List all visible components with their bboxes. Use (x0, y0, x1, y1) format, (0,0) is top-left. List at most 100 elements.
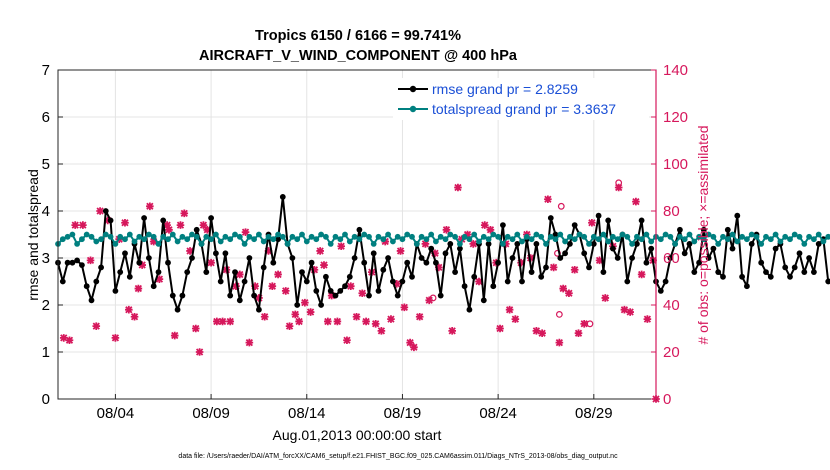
data-point-spread (476, 238, 482, 245)
data-point-rmse (586, 264, 592, 271)
obs-assimilated-glyph (377, 327, 386, 335)
obs-assimilated-glyph (268, 282, 277, 290)
obs-assimilated-marker (310, 265, 319, 274)
obs-assimilated-marker (595, 256, 604, 265)
obs-assimilated-marker (333, 317, 342, 326)
obs-assimilated-glyph (232, 282, 240, 290)
obs-assimilated-glyph (155, 275, 164, 283)
data-point-spread (131, 238, 138, 245)
legend-box (393, 78, 649, 120)
data-point-rmse (428, 245, 435, 252)
obs-assimilated-glyph (442, 226, 451, 234)
data-point-spread (208, 236, 215, 243)
legend: rmse grand pr = 2.8259 totalspread grand… (393, 78, 649, 120)
obs-possible-marker (557, 202, 565, 210)
data-point-rmse (504, 278, 511, 285)
data-point-rmse (724, 226, 731, 233)
obs-assimilated-glyph (454, 183, 462, 192)
data-point-spread (672, 241, 678, 247)
data-point-spread (748, 231, 755, 238)
data-point-spread (236, 233, 243, 240)
data-point-spread (586, 241, 592, 247)
data-point-rmse (720, 273, 726, 280)
obs-assimilated-glyph (121, 218, 129, 227)
data-point-rmse (236, 297, 243, 304)
data-point-spread (155, 241, 162, 247)
obs-assimilated-marker (601, 294, 610, 302)
x-axis-label: Aug.01,2013 00:00:00 start (273, 427, 442, 443)
data-point-rmse (260, 264, 267, 271)
data-point-spread (514, 231, 521, 238)
obs-assimilated-glyph (544, 195, 552, 204)
obs-assimilated-marker (255, 294, 263, 302)
data-point-rmse (528, 269, 535, 275)
x-tick-label: 08/19 (384, 405, 422, 422)
chart-title-line-2: AIRCRAFT_V_WIND_COMPONENT @ 400 hPa (199, 48, 518, 64)
y-tick-label: 7 (42, 62, 50, 79)
data-point-rmse (375, 288, 382, 294)
data-point-spread (404, 231, 411, 238)
y-tick-label: 0 (42, 391, 50, 408)
obs-assimilated-marker (574, 329, 583, 337)
obs-assimilated-glyph (96, 207, 104, 215)
x-tick-label: 08/29 (575, 405, 613, 422)
data-point-rmse (136, 259, 143, 266)
obs-assimilated-glyph (580, 320, 589, 328)
obs-assimilated-glyph (65, 336, 74, 345)
data-point-spread (480, 233, 487, 240)
data-point-rmse (662, 278, 669, 285)
data-point-spread (346, 238, 353, 245)
y-axis-label: rmse and totalspread (25, 169, 41, 301)
data-point-rmse (490, 283, 497, 290)
data-point-spread (729, 231, 736, 238)
obs-assimilated-marker (291, 310, 300, 319)
data-point-rmse (648, 245, 655, 252)
obs-assimilated-glyph (226, 317, 235, 326)
obs-assimilated-glyph (565, 289, 573, 298)
data-point-spread (351, 233, 358, 240)
data-point-rmse (64, 259, 71, 266)
obs-assimilated-marker (186, 247, 194, 255)
obs-assimilated-glyph (595, 256, 604, 265)
data-point-rmse (117, 269, 124, 275)
data-point-spread (423, 236, 430, 243)
obs-assimilated-glyph (396, 247, 405, 255)
data-point-rmse (83, 283, 90, 290)
data-point-rmse (222, 250, 229, 257)
obs-assimilated-marker (96, 207, 104, 215)
obs-assimilated-glyph (186, 247, 194, 255)
obs-assimilated-marker (614, 183, 623, 192)
data-point-rmse (538, 273, 545, 280)
obs-assimilated-marker (377, 327, 386, 335)
obs-assimilated-marker (352, 312, 361, 321)
obs-assimilated-glyph (245, 338, 254, 347)
obs-assimilated-marker (346, 282, 355, 290)
obs-assimilated-glyph (469, 240, 478, 248)
y2-tick-label: 40 (663, 297, 680, 314)
data-point-rmse (557, 255, 564, 261)
obs-assimilated-glyph (620, 305, 629, 314)
data-point-rmse (571, 222, 578, 229)
data-point-spread (643, 231, 650, 238)
obs-assimilated-marker (92, 322, 101, 330)
data-point-spread (758, 241, 765, 247)
data-point-spread (184, 236, 191, 243)
data-point-rmse (141, 215, 148, 221)
obs-assimilated-marker (203, 226, 212, 234)
data-point-spread (174, 238, 181, 245)
data-point-spread (59, 236, 66, 243)
data-point-rmse (634, 241, 640, 247)
obs-assimilated-glyph (281, 287, 290, 295)
data-point-rmse (748, 241, 755, 247)
data-point-rmse (294, 302, 301, 308)
obs-assimilated-marker (392, 280, 401, 288)
obs-assimilated-marker (235, 270, 244, 279)
data-point-rmse (767, 273, 774, 280)
x-tick-label: 08/14 (288, 405, 326, 422)
obs-assimilated-marker (226, 317, 235, 326)
obs-assimilated-marker (526, 254, 535, 262)
obs-assimilated-marker (260, 312, 269, 321)
data-point-rmse (681, 250, 688, 257)
data-point-spread (232, 231, 238, 238)
obs-assimilated-glyph (570, 265, 579, 274)
